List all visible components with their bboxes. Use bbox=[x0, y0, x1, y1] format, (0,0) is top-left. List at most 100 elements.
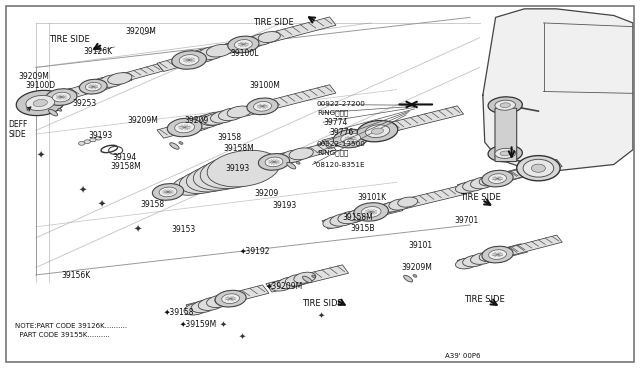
Ellipse shape bbox=[179, 55, 199, 65]
Polygon shape bbox=[502, 160, 562, 181]
Ellipse shape bbox=[159, 187, 177, 197]
Text: 39158: 39158 bbox=[140, 200, 164, 209]
Polygon shape bbox=[157, 107, 247, 138]
Ellipse shape bbox=[312, 275, 316, 278]
Ellipse shape bbox=[404, 275, 413, 282]
Ellipse shape bbox=[201, 112, 228, 125]
Ellipse shape bbox=[333, 129, 368, 148]
Polygon shape bbox=[387, 106, 463, 132]
Text: 00922-13500: 00922-13500 bbox=[317, 141, 365, 147]
Polygon shape bbox=[157, 38, 253, 71]
Polygon shape bbox=[125, 64, 163, 80]
Ellipse shape bbox=[285, 275, 308, 286]
Ellipse shape bbox=[200, 155, 266, 189]
Ellipse shape bbox=[95, 136, 102, 140]
Ellipse shape bbox=[495, 148, 515, 158]
Ellipse shape bbox=[58, 109, 62, 111]
Ellipse shape bbox=[516, 155, 560, 181]
Ellipse shape bbox=[211, 110, 236, 123]
Ellipse shape bbox=[296, 161, 300, 164]
Polygon shape bbox=[483, 9, 633, 170]
Ellipse shape bbox=[173, 175, 212, 195]
Ellipse shape bbox=[413, 275, 417, 277]
Text: °08120-8351E: °08120-8351E bbox=[312, 161, 365, 167]
Polygon shape bbox=[322, 202, 403, 229]
Text: 39100M: 39100M bbox=[250, 81, 280, 90]
Text: 3915B: 3915B bbox=[351, 224, 375, 233]
Ellipse shape bbox=[84, 140, 90, 144]
Polygon shape bbox=[458, 244, 527, 269]
Text: 39126K: 39126K bbox=[84, 47, 113, 56]
Text: RINGリング: RINGリング bbox=[317, 149, 348, 156]
Ellipse shape bbox=[218, 108, 244, 121]
Ellipse shape bbox=[360, 127, 382, 138]
Ellipse shape bbox=[49, 109, 58, 116]
Ellipse shape bbox=[192, 114, 221, 128]
Text: ✦39192: ✦39192 bbox=[240, 246, 271, 255]
Text: ✦: ✦ bbox=[36, 151, 44, 161]
Ellipse shape bbox=[79, 79, 107, 94]
Polygon shape bbox=[250, 142, 336, 171]
Text: 39100L: 39100L bbox=[230, 49, 259, 58]
Text: NOTE:PART CODE 39126K..........: NOTE:PART CODE 39126K.......... bbox=[15, 323, 127, 329]
Ellipse shape bbox=[207, 295, 232, 308]
Ellipse shape bbox=[16, 90, 65, 116]
Ellipse shape bbox=[191, 300, 216, 313]
Ellipse shape bbox=[456, 258, 477, 269]
Ellipse shape bbox=[273, 153, 298, 165]
Text: ✦: ✦ bbox=[220, 320, 227, 328]
Ellipse shape bbox=[488, 174, 506, 183]
Ellipse shape bbox=[531, 164, 545, 172]
Ellipse shape bbox=[198, 46, 225, 60]
Ellipse shape bbox=[382, 202, 402, 212]
Ellipse shape bbox=[90, 138, 96, 142]
Text: DEFF: DEFF bbox=[8, 121, 28, 129]
Ellipse shape bbox=[488, 250, 506, 259]
Ellipse shape bbox=[361, 206, 381, 217]
Ellipse shape bbox=[500, 151, 510, 156]
Ellipse shape bbox=[177, 119, 205, 133]
Ellipse shape bbox=[242, 36, 265, 48]
Polygon shape bbox=[186, 285, 269, 313]
Ellipse shape bbox=[179, 142, 183, 144]
Ellipse shape bbox=[351, 129, 376, 141]
Ellipse shape bbox=[479, 251, 501, 262]
Text: 39209M: 39209M bbox=[402, 263, 433, 272]
Ellipse shape bbox=[354, 203, 388, 221]
Ellipse shape bbox=[33, 99, 47, 107]
Ellipse shape bbox=[495, 100, 515, 110]
Text: 39209M: 39209M bbox=[125, 26, 156, 36]
Ellipse shape bbox=[470, 177, 494, 189]
Text: 39193: 39193 bbox=[225, 164, 250, 173]
Text: ✦39158: ✦39158 bbox=[164, 308, 194, 317]
Ellipse shape bbox=[357, 121, 398, 142]
Text: 39209M: 39209M bbox=[19, 72, 49, 81]
Text: TIRE SIDE: TIRE SIDE bbox=[49, 35, 90, 44]
Ellipse shape bbox=[289, 148, 314, 160]
Polygon shape bbox=[68, 72, 132, 97]
Ellipse shape bbox=[482, 170, 513, 187]
Text: TIRE SIDE: TIRE SIDE bbox=[253, 19, 294, 28]
Ellipse shape bbox=[500, 103, 510, 108]
Ellipse shape bbox=[79, 141, 85, 145]
Ellipse shape bbox=[84, 80, 108, 92]
FancyBboxPatch shape bbox=[495, 108, 516, 161]
Ellipse shape bbox=[234, 39, 257, 50]
Text: 39156K: 39156K bbox=[61, 271, 91, 280]
Ellipse shape bbox=[463, 180, 486, 191]
Text: 39158M: 39158M bbox=[342, 213, 373, 222]
Ellipse shape bbox=[204, 113, 228, 125]
Text: 39194: 39194 bbox=[113, 153, 137, 161]
Ellipse shape bbox=[259, 154, 290, 170]
Ellipse shape bbox=[228, 36, 259, 53]
Ellipse shape bbox=[108, 73, 132, 84]
Ellipse shape bbox=[186, 165, 239, 192]
Polygon shape bbox=[266, 265, 349, 292]
Text: 39209: 39209 bbox=[255, 189, 279, 198]
Ellipse shape bbox=[193, 160, 253, 190]
Ellipse shape bbox=[287, 162, 296, 169]
Text: 39209M: 39209M bbox=[127, 116, 158, 125]
Ellipse shape bbox=[271, 280, 292, 291]
Text: ✦: ✦ bbox=[134, 225, 142, 235]
Ellipse shape bbox=[198, 297, 225, 310]
